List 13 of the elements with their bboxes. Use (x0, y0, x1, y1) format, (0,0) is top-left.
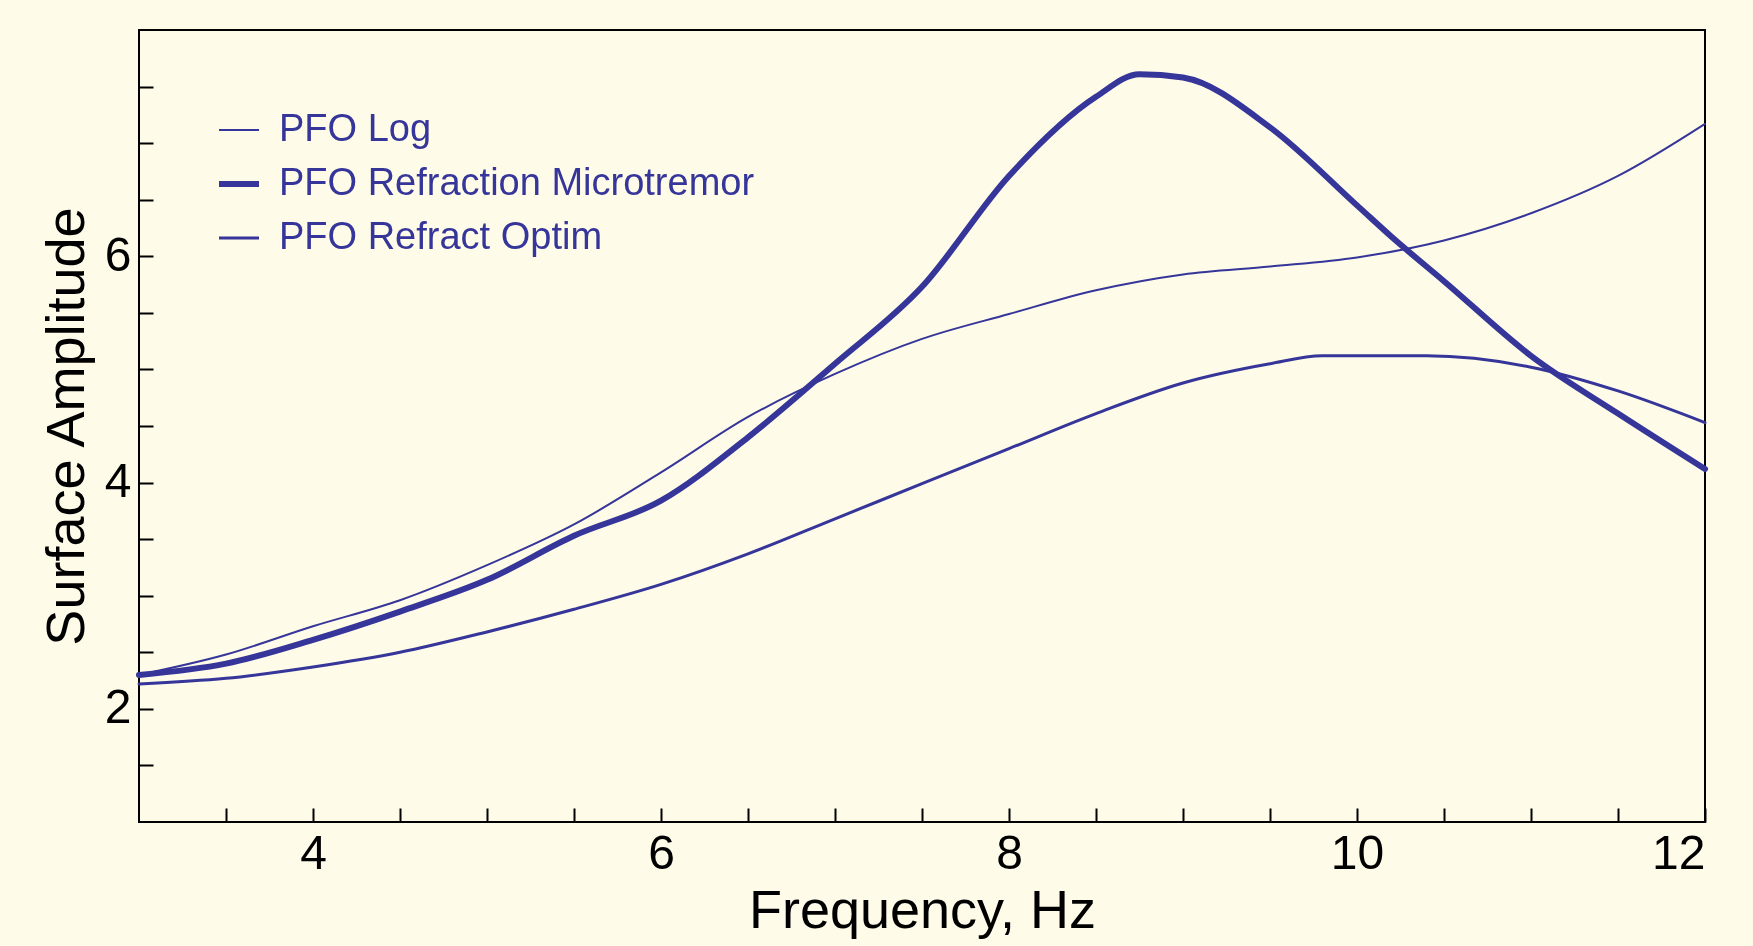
legend-label: PFO Log (279, 107, 432, 149)
x-tick-label: 8 (996, 825, 1023, 879)
x-axis-title: Frequency, Hz (748, 878, 1097, 939)
x-tick-label: 4 (300, 825, 327, 879)
x-tick-label: 10 (1330, 825, 1385, 879)
y-tick-label: 2 (104, 680, 132, 734)
legend-label: PFO Refraction Microtremor (279, 161, 755, 203)
y-tick-label: 6 (104, 227, 132, 281)
x-tick-label: 6 (648, 825, 675, 879)
x-tick-label: 12 (1652, 825, 1706, 879)
y-axis-title: Surface Amplitude (34, 207, 95, 646)
legend-label: PFO Refract Optim (279, 215, 603, 257)
y-tick-label: 4 (104, 454, 132, 508)
